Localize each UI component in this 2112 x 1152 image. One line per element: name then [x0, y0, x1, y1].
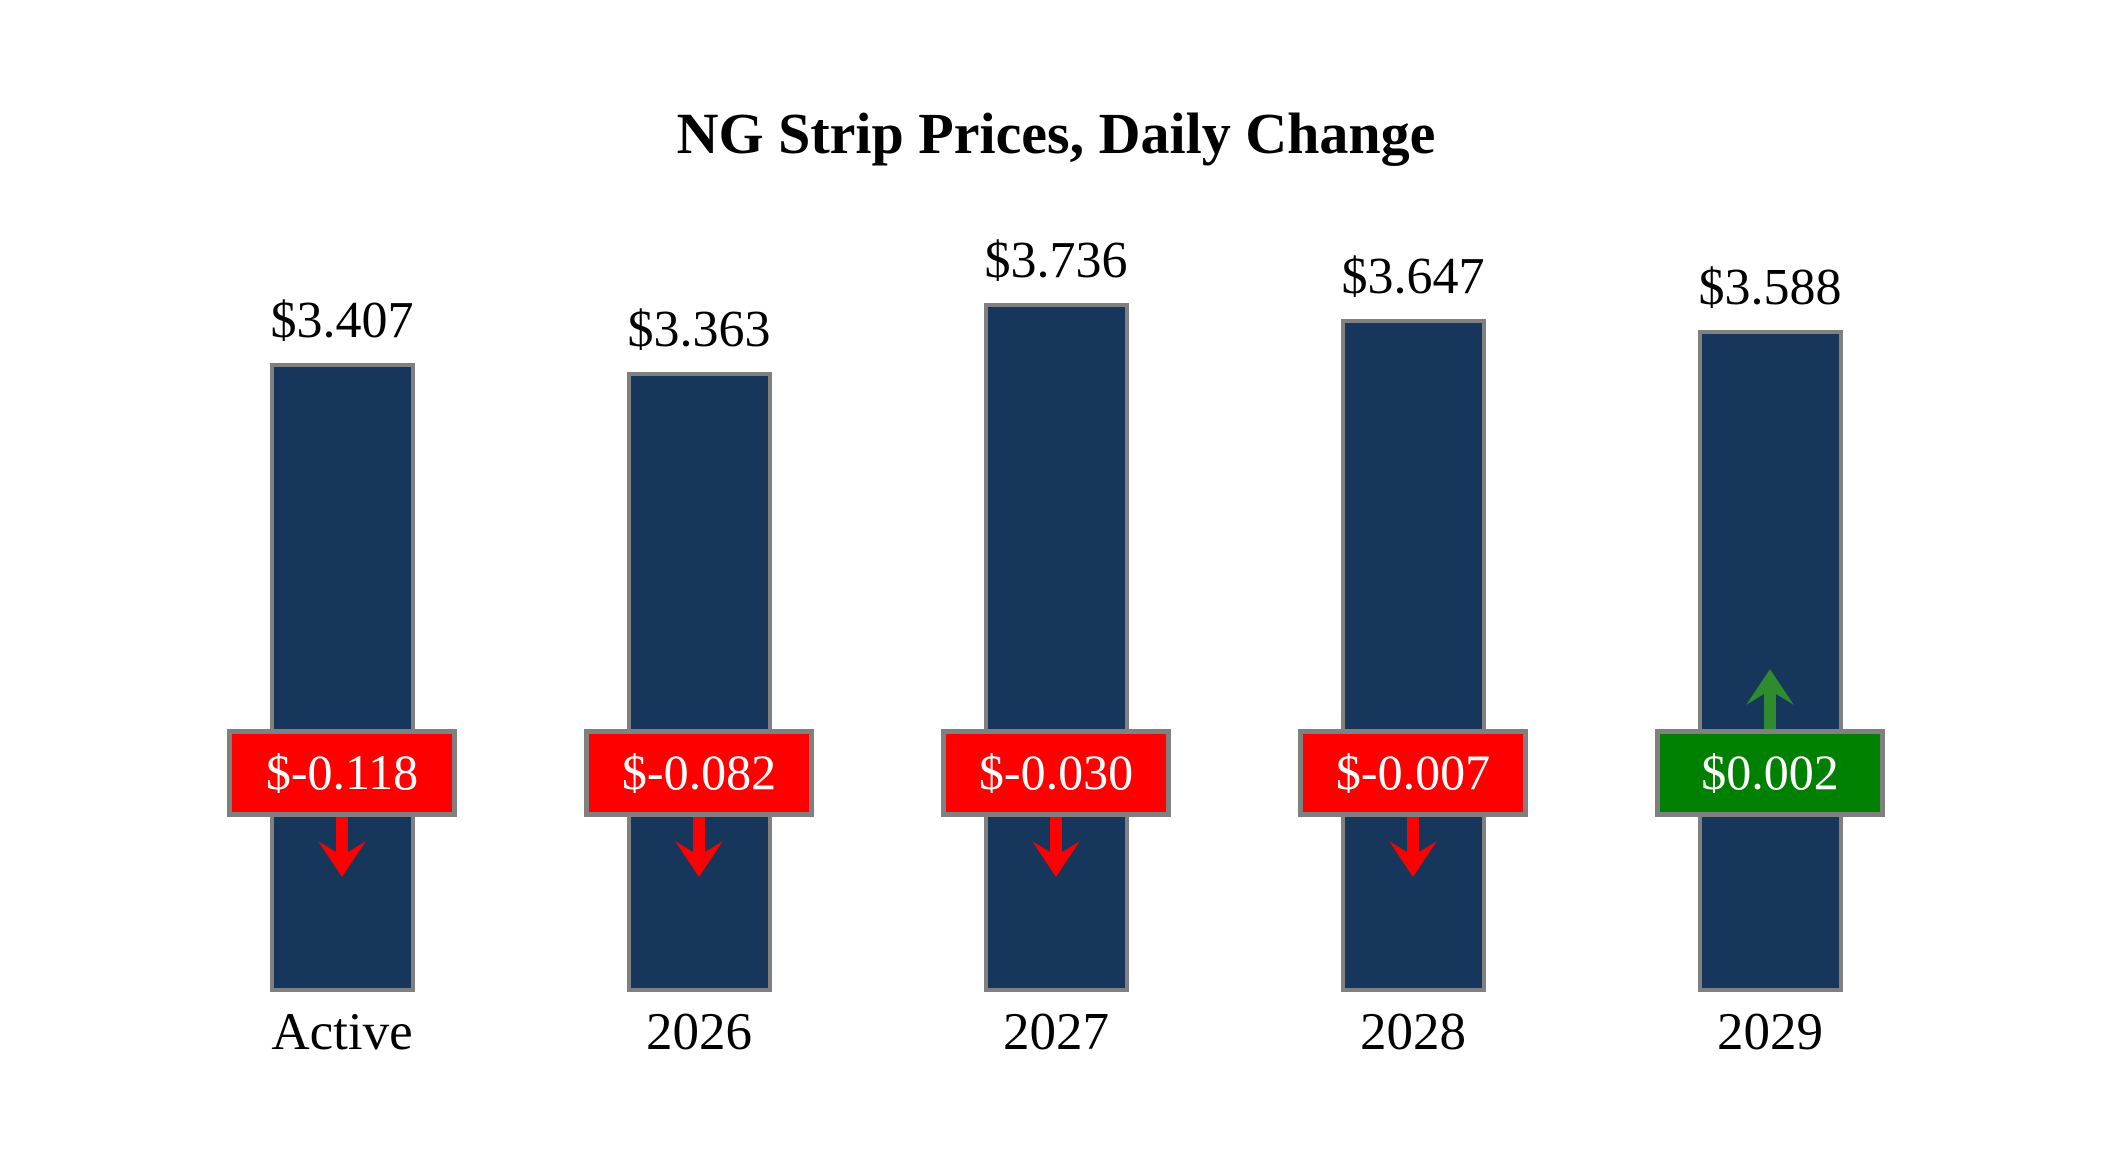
category-label: 2026 [646, 1003, 752, 1061]
page-title: NG Strip Prices, Daily Change [676, 101, 1436, 166]
price-label: $3.363 [627, 300, 771, 358]
change-arrow-down-icon [675, 817, 723, 877]
change-badge: $0.002 [1655, 729, 1885, 817]
change-arrow-down-icon [318, 817, 366, 877]
price-label: $3.588 [1698, 259, 1842, 316]
price-bar [1697, 330, 1843, 992]
price-bar [269, 363, 415, 992]
change-arrow-down-icon [1389, 817, 1437, 877]
change-badge: $-0.118 [227, 729, 457, 817]
price-bar [1340, 319, 1486, 992]
change-arrow-down-icon [1032, 817, 1080, 877]
category-label: Active [271, 1003, 413, 1061]
change-badge: $-0.030 [941, 729, 1171, 817]
price-label: $3.647 [1341, 248, 1485, 306]
change-arrow-up-icon [1746, 669, 1794, 729]
change-badge: $-0.082 [584, 729, 814, 817]
price-label: $3.407 [270, 292, 414, 350]
category-label: 2027 [1003, 1003, 1109, 1061]
price-bar [626, 371, 772, 992]
category-label: 2029 [1717, 1003, 1823, 1061]
change-badge: $-0.007 [1298, 729, 1528, 817]
price-bar [983, 302, 1129, 992]
category-label: 2028 [1360, 1003, 1466, 1061]
price-label: $3.736 [984, 231, 1128, 289]
